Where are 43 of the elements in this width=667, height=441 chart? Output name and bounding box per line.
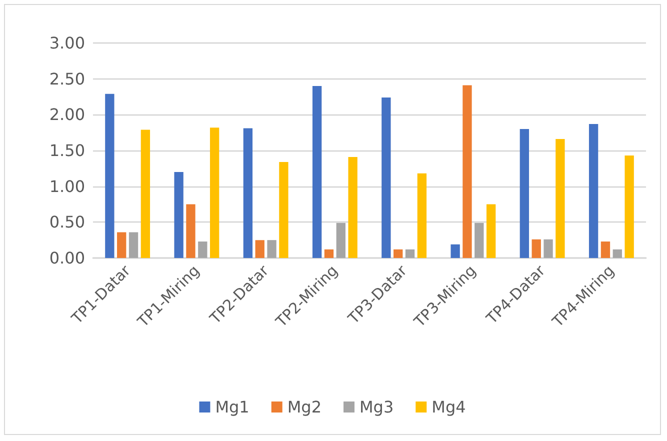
bar [556,139,565,258]
bar [486,204,496,258]
bar [474,222,484,258]
bar [255,240,264,258]
bar [520,129,530,258]
legend-label: Mg4 [432,398,466,416]
bar [279,162,288,258]
legend-label: Mg2 [287,398,322,416]
bar [382,97,391,258]
bar [243,128,253,258]
bar [128,232,138,258]
bar [186,204,196,258]
y-tick-label: 0.50 [49,212,85,232]
bar [532,239,541,258]
bar [140,130,150,258]
bar [348,156,358,258]
bar [450,244,460,258]
bar [117,232,126,258]
y-tick-label: 2.50 [49,69,85,88]
bar [312,86,322,258]
bar [600,242,610,258]
y-tick-label: 1.50 [49,141,85,160]
bar [612,249,622,258]
bar [624,156,634,258]
legend-label: Mg1 [215,398,250,416]
y-tick-label: 0.00 [49,248,85,268]
bar [417,173,427,258]
legend-label: Mg3 [360,398,394,416]
bar [210,128,220,258]
bar [336,222,346,258]
bar [588,124,598,258]
bar [324,249,334,258]
bar [405,249,415,258]
y-tick-label: 3.00 [49,34,85,52]
bar [198,242,208,258]
y-tick-label: 2.00 [49,105,85,124]
bar [105,94,114,258]
bar [462,85,472,258]
bar [174,172,184,258]
bar [544,239,553,258]
y-tick-label: 1.00 [49,176,85,196]
bar [394,249,403,258]
bar [267,240,276,258]
